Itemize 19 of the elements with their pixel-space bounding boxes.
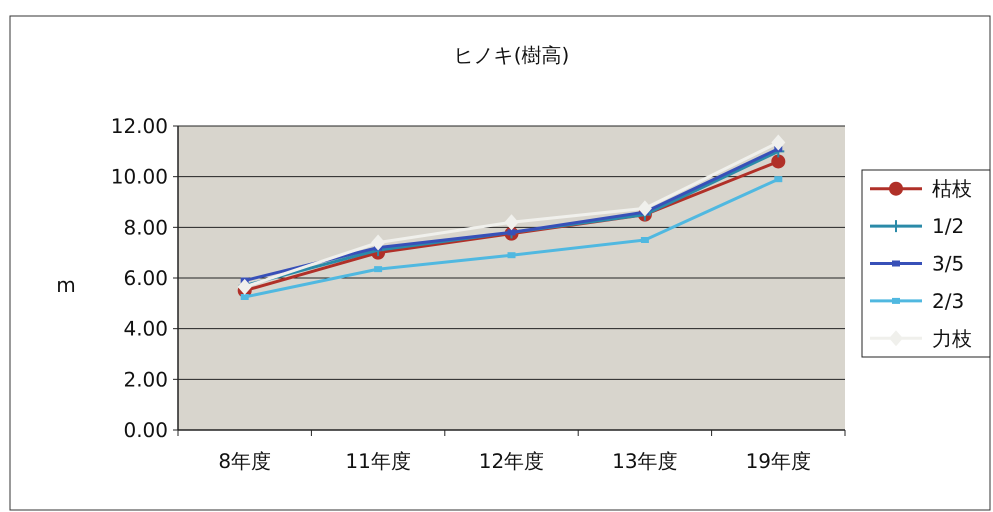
legend-label: 3/5 [932,252,964,276]
y-axis-title: m [56,273,76,297]
y-tick-label: 10.00 [110,164,168,189]
x-tick-label: 8年度 [218,449,272,473]
legend-label: 1/2 [932,214,964,238]
y-tick-label: 8.00 [123,215,168,240]
legend-label: 枯枝 [932,176,972,201]
y-tick-label: 6.00 [123,266,168,290]
y-tick-label: 2.00 [123,367,168,392]
x-tick-label: 13年度 [612,449,678,473]
y-tick-label: 4.00 [123,316,168,341]
x-tick-label: 11年度 [345,449,411,473]
y-tick-label: 0.00 [123,418,168,442]
legend-label: 力枝 [932,326,972,350]
x-tick-label: 12年度 [478,449,544,473]
y-tick-label: 12.00 [110,114,168,138]
x-tick-label: 19年度 [746,449,812,473]
chart-title: ヒノキ(樹高) [454,43,570,67]
legend-label: 2/3 [932,288,964,313]
